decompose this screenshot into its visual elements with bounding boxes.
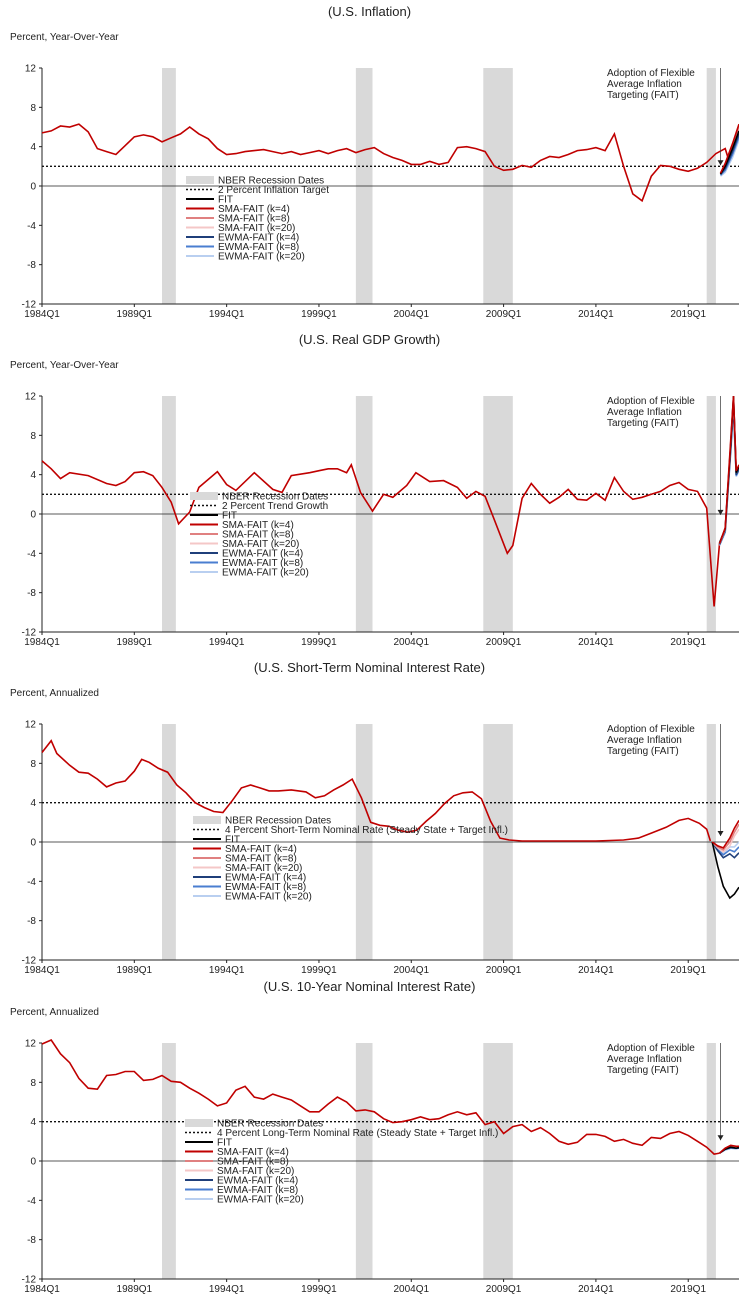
fait-annotation-text: Targeting (FAIT) [607,1065,679,1076]
legend-swatch [190,492,218,500]
fait-arrow-head [718,1135,724,1140]
fait-annotation-text: Average Inflation [607,1054,682,1065]
y-tick-label: 4 [30,142,36,153]
y-tick-label: 0 [30,182,36,193]
legend-label: 2 Percent Inflation Target [218,185,329,196]
fait-annotation-text: Average Inflation [607,735,682,746]
y-tick-label: 12 [25,392,37,403]
fait-arrow-head [718,831,724,836]
x-tick-label: 1999Q1 [301,1284,337,1295]
y-tick-label: 12 [25,720,37,731]
y-tick-label: 12 [25,1039,37,1050]
panel-inflation: (U.S. Inflation) Percent, Year-Over-Year… [0,0,739,322]
legend-label: EWMA-FAIT (k=20) [222,568,309,579]
projection-line [720,396,739,544]
fait-annotation-text: Targeting (FAIT) [607,90,679,101]
y-tick-label: -8 [27,1235,36,1246]
legend-swatch [185,1119,213,1127]
fait-annotation-text: Adoption of Flexible [607,396,695,407]
panel-short-rate: (U.S. Short-Term Nominal Interest Rate) … [0,656,739,978]
y-tick-label: 8 [30,103,36,114]
x-tick-label: 1999Q1 [301,637,337,648]
legend-label: EWMA-FAIT (k=20) [217,1195,304,1206]
x-tick-label: 1989Q1 [117,1284,153,1295]
x-tick-label: 2019Q1 [670,309,706,320]
legend-label: EWMA-FAIT (k=20) [218,252,305,263]
fait-annotation-text: Adoption of Flexible [607,1043,695,1054]
fait-annotation-text: Average Inflation [607,79,682,90]
y-tick-label: 0 [30,510,36,521]
fait-annotation-text: Adoption of Flexible [607,724,695,735]
history-line [42,461,720,607]
y-tick-label: 12 [25,64,37,75]
y-tick-label: 4 [30,470,36,481]
y-tick-label: -8 [27,260,36,271]
y-tick-label: 0 [30,1157,36,1168]
x-tick-label: 1994Q1 [209,1284,245,1295]
legend-swatch [193,816,221,824]
fait-arrow-head [718,160,724,165]
fait-annotation-text: Average Inflation [607,407,682,418]
y-tick-label: -4 [27,221,36,232]
legend-label: 2 Percent Trend Growth [222,501,328,512]
x-tick-label: 2004Q1 [393,637,429,648]
y-tick-label: 4 [30,798,36,809]
y-tick-label: 0 [30,838,36,849]
y-tick-label: -8 [27,916,36,927]
x-tick-label: 2009Q1 [486,309,522,320]
x-tick-label: 2009Q1 [486,1284,522,1295]
y-tick-label: -4 [27,549,36,560]
legend-label: 4 Percent Short-Term Nominal Rate (Stead… [225,825,508,836]
x-tick-label: 1999Q1 [301,309,337,320]
legend-label: 4 Percent Long-Term Nominal Rate (Steady… [217,1128,498,1139]
x-tick-label: 1989Q1 [117,637,153,648]
y-tick-label: -8 [27,588,36,599]
y-tick-label: 4 [30,1117,36,1128]
x-tick-label: 2009Q1 [486,637,522,648]
x-tick-label: 2014Q1 [578,1284,614,1295]
x-tick-label: 1984Q1 [24,309,60,320]
x-tick-label: 2019Q1 [670,637,706,648]
y-tick-label: -4 [27,1196,36,1207]
history-line [42,124,730,201]
y-tick-label: 8 [30,431,36,442]
fait-annotation-text: Adoption of Flexible [607,68,695,79]
legend-swatch [186,176,214,184]
x-tick-label: 2004Q1 [393,1284,429,1295]
x-tick-label: 2014Q1 [578,637,614,648]
fait-annotation-text: Targeting (FAIT) [607,746,679,757]
fait-annotation-text: Targeting (FAIT) [607,418,679,429]
legend-label: EWMA-FAIT (k=20) [225,892,312,903]
x-tick-label: 1984Q1 [24,637,60,648]
x-tick-label: 1989Q1 [117,309,153,320]
x-tick-label: 2019Q1 [670,1284,706,1295]
x-tick-label: 2014Q1 [578,309,614,320]
y-tick-label: 8 [30,1078,36,1089]
x-tick-label: 2004Q1 [393,309,429,320]
y-tick-label: 8 [30,759,36,770]
y-tick-label: -4 [27,877,36,888]
panel-gdp: (U.S. Real GDP Growth) Percent, Year-Ove… [0,328,739,650]
x-tick-label: 1984Q1 [24,1284,60,1295]
x-tick-label: 1994Q1 [209,309,245,320]
x-tick-label: 1994Q1 [209,637,245,648]
panel-long-rate: (U.S. 10-Year Nominal Interest Rate) Per… [0,975,739,1297]
